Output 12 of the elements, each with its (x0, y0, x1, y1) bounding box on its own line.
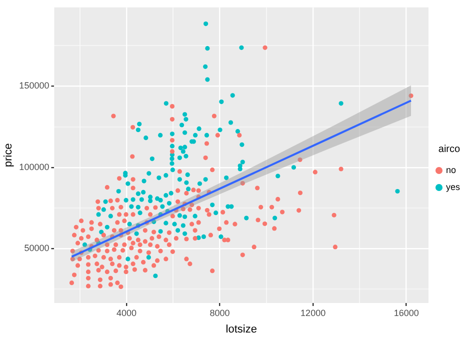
legend-label: no (446, 164, 456, 175)
x-tick-label: 16000 (394, 308, 419, 318)
legend-title: airco (438, 144, 461, 155)
y-tick-label: 50000 (24, 243, 50, 254)
y-tick-label: 150000 (19, 80, 50, 91)
y-axis-title: price (2, 143, 15, 168)
x-tick-label: 4000 (116, 308, 137, 318)
y-tick-label: 100000 (19, 162, 50, 172)
x-tick-label: 8000 (210, 308, 230, 318)
legend-label: yes (446, 182, 460, 192)
x-tick-label: 12000 (300, 308, 326, 318)
x-axis-title: lotsize (226, 323, 257, 336)
